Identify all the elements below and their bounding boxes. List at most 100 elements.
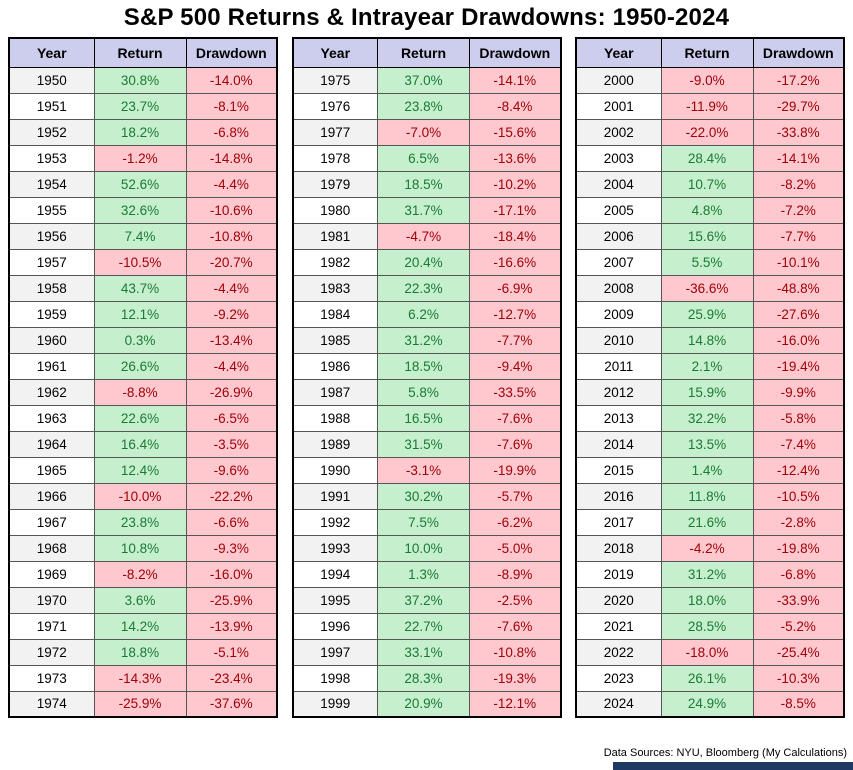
drawdown-cell: -12.4% <box>752 456 845 484</box>
year-cell: 1991 <box>292 482 378 510</box>
drawdown-cell: -13.9% <box>185 612 278 640</box>
table-row: 1993 10.0% -5.0% <box>292 534 561 562</box>
return-cell: 10.7% <box>660 170 754 198</box>
return-cell: 18.5% <box>377 352 470 380</box>
year-cell: 1988 <box>292 404 378 432</box>
return-cell: 22.3% <box>377 274 470 302</box>
return-cell: -22.0% <box>660 118 754 146</box>
drawdown-cell: -16.6% <box>469 248 561 276</box>
drawdown-cell: -33.5% <box>469 378 561 406</box>
table-row: 2016 11.8% -10.5% <box>575 482 845 510</box>
table-row: 1981 -4.7% -18.4% <box>292 222 561 250</box>
return-cell: 20.4% <box>377 248 470 276</box>
table-row: 2020 18.0% -33.9% <box>575 586 845 614</box>
drawdown-cell: -14.1% <box>469 66 561 94</box>
year-cell: 1993 <box>292 534 378 562</box>
return-cell: 2.1% <box>660 352 754 380</box>
table-row: 2017 21.6% -2.8% <box>575 508 845 536</box>
table-row: 1968 10.8% -9.3% <box>8 534 278 562</box>
return-cell: 26.1% <box>660 664 754 692</box>
return-cell: 21.6% <box>660 508 754 536</box>
year-cell: 2021 <box>575 612 662 640</box>
return-cell: -36.6% <box>660 274 754 302</box>
table-row: 1951 23.7% -8.1% <box>8 92 278 120</box>
drawdown-cell: -2.5% <box>469 586 561 614</box>
drawdown-cell: -19.8% <box>752 534 845 562</box>
year-cell: 1956 <box>8 222 95 250</box>
drawdown-cell: -7.6% <box>469 404 561 432</box>
return-cell: -9.0% <box>660 66 754 94</box>
year-cell: 1973 <box>8 664 95 692</box>
table-row: 1962 -8.8% -26.9% <box>8 378 278 406</box>
table-row: 1987 5.8% -33.5% <box>292 378 561 406</box>
year-cell: 2004 <box>575 170 662 198</box>
return-cell: 23.7% <box>93 92 187 120</box>
table-row: 2024 24.9% -8.5% <box>575 690 845 718</box>
table-row: 1953 -1.2% -14.8% <box>8 144 278 172</box>
table-row: 2009 25.9% -27.6% <box>575 300 845 328</box>
table-row: 1958 43.7% -4.4% <box>8 274 278 302</box>
year-cell: 1965 <box>8 456 95 484</box>
table-row: 2012 15.9% -9.9% <box>575 378 845 406</box>
table-row: 1966 -10.0% -22.2% <box>8 482 278 510</box>
table-row: 1954 52.6% -4.4% <box>8 170 278 198</box>
return-cell: 32.2% <box>660 404 754 432</box>
return-cell: 1.3% <box>377 560 470 588</box>
returns-table-1950-1974: Year Return Drawdown 1950 30.8% -14.0% 1951… <box>8 37 278 718</box>
return-cell: -10.5% <box>93 248 187 276</box>
drawdown-cell: -3.5% <box>185 430 278 458</box>
table-row: 2006 15.6% -7.7% <box>575 222 845 250</box>
return-cell: 37.0% <box>377 66 470 94</box>
drawdown-cell: -12.1% <box>469 690 561 718</box>
return-cell: 31.7% <box>377 196 470 224</box>
year-cell: 2019 <box>575 560 662 588</box>
table-row: 1984 6.2% -12.7% <box>292 300 561 328</box>
return-cell: 0.3% <box>93 326 187 354</box>
drawdown-cell: -5.8% <box>752 404 845 432</box>
return-cell: 28.4% <box>660 144 754 172</box>
table-row: 1979 18.5% -10.2% <box>292 170 561 198</box>
return-cell: 18.0% <box>660 586 754 614</box>
drawdown-cell: -20.7% <box>185 248 278 276</box>
column-header-drawdown: Drawdown <box>185 37 278 68</box>
return-cell: -7.0% <box>377 118 470 146</box>
table-row: 1999 20.9% -12.1% <box>292 690 561 718</box>
year-cell: 2007 <box>575 248 662 276</box>
return-cell: 7.4% <box>93 222 187 250</box>
drawdown-cell: -10.8% <box>469 638 561 666</box>
drawdown-cell: -9.3% <box>185 534 278 562</box>
table-row: 2011 2.1% -19.4% <box>575 352 845 380</box>
table-row: 1959 12.1% -9.2% <box>8 300 278 328</box>
return-cell: 23.8% <box>377 92 470 120</box>
drawdown-cell: -8.2% <box>752 170 845 198</box>
return-cell: 18.5% <box>377 170 470 198</box>
drawdown-cell: -5.1% <box>185 638 278 666</box>
year-cell: 1986 <box>292 352 378 380</box>
year-cell: 1998 <box>292 664 378 692</box>
year-cell: 1982 <box>292 248 378 276</box>
table-row: 2013 32.2% -5.8% <box>575 404 845 432</box>
table-row: 2000 -9.0% -17.2% <box>575 66 845 94</box>
drawdown-cell: -48.8% <box>752 274 845 302</box>
year-cell: 1977 <box>292 118 378 146</box>
year-cell: 1963 <box>8 404 95 432</box>
year-cell: 1987 <box>292 378 378 406</box>
year-cell: 1971 <box>8 612 95 640</box>
year-cell: 1972 <box>8 638 95 666</box>
drawdown-cell: -6.9% <box>469 274 561 302</box>
table-row: 1971 14.2% -13.9% <box>8 612 278 640</box>
table-row: 2007 5.5% -10.1% <box>575 248 845 276</box>
drawdown-cell: -15.6% <box>469 118 561 146</box>
drawdown-cell: -13.4% <box>185 326 278 354</box>
drawdown-cell: -33.8% <box>752 118 845 146</box>
table-row: 1994 1.3% -8.9% <box>292 560 561 588</box>
return-cell: 5.5% <box>660 248 754 276</box>
drawdown-cell: -14.8% <box>185 144 278 172</box>
drawdown-cell: -9.6% <box>185 456 278 484</box>
return-cell: -3.1% <box>377 456 470 484</box>
drawdown-cell: -19.9% <box>469 456 561 484</box>
drawdown-cell: -4.4% <box>185 274 278 302</box>
table-row: 2005 4.8% -7.2% <box>575 196 845 224</box>
drawdown-cell: -7.7% <box>469 326 561 354</box>
table-row: 1960 0.3% -13.4% <box>8 326 278 354</box>
